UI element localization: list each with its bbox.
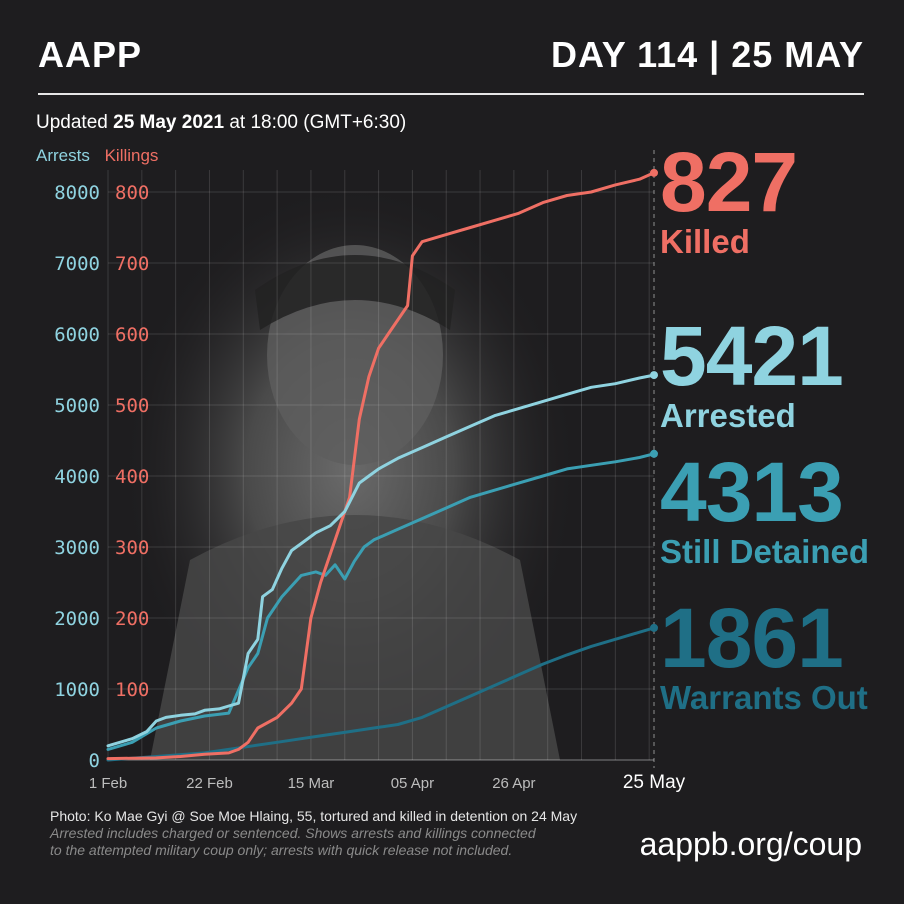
footnote-line-1: Arrested includes charged or sentenced. … [50, 825, 536, 841]
x-tick-label: 26 Apr [492, 775, 535, 792]
stat-warrants-out-label: Warrants Out [660, 679, 868, 716]
stat-killed-label: Killed [660, 223, 750, 260]
series-line-arrests [106, 373, 656, 748]
website-link[interactable]: aappb.org/coup [639, 826, 862, 862]
stat-killed: 827 Killed [660, 135, 798, 260]
y-axis-left: 0 1000 2000 3000 4000 5000 6000 7000 8000 [54, 182, 100, 772]
stat-arrested-label: Arrested [660, 397, 796, 434]
series-endpoint-killings [650, 168, 658, 177]
header-divider [38, 93, 864, 95]
legend-killings: Killings [104, 146, 159, 165]
day-counter: DAY 114 | 25 MAY [551, 34, 864, 75]
y-right-tick-label: 200 [115, 608, 149, 630]
chart-grid [107, 150, 655, 768]
series-endpoint-still-detained [650, 449, 658, 458]
series-endpoint-warrants-out [650, 623, 658, 632]
y-left-tick-label: 5000 [54, 395, 100, 417]
x-axis: 1 Feb 22 Feb 15 Mar 05 Apr 26 Apr 25 May [89, 772, 686, 793]
stat-still-detained-label: Still Detained [660, 533, 870, 570]
photo-credit: Photo: Ko Mae Gyi @ Soe Moe Hlaing, 55, … [50, 808, 578, 824]
footer-notes: Photo: Ko Mae Gyi @ Soe Moe Hlaing, 55, … [50, 808, 577, 859]
y-left-tick-label: 1000 [54, 679, 100, 701]
stat-warrants-out-number: 1861 [660, 591, 844, 685]
updated-timestamp: Updated 25 May 2021 at 18:00 (GMT+6:30) [36, 112, 407, 133]
y-right-tick-label: 400 [115, 466, 149, 488]
x-tick-label: 05 Apr [391, 775, 434, 792]
chart-legend: Arrests Killings [36, 146, 158, 166]
y-left-tick-label: 4000 [54, 466, 100, 488]
series-line-killings [106, 171, 656, 761]
chart-lines [106, 168, 658, 762]
aapp-logo: AAPP [38, 34, 143, 75]
series-endpoint-arrests [650, 371, 658, 380]
x-tick-label: 1 Feb [89, 775, 127, 792]
y-right-tick-label: 100 [115, 679, 149, 701]
y-left-tick-label: 0 [89, 750, 100, 772]
x-tick-label: 15 Mar [288, 775, 335, 792]
x-tick-label: 22 Feb [186, 775, 233, 792]
stat-still-detained-number: 4313 [660, 445, 844, 539]
stat-arrested: 5421 Arrested [660, 309, 844, 434]
stat-killed-number: 827 [660, 135, 798, 229]
stat-arrested-number: 5421 [660, 309, 844, 403]
y-axis-right: 100 200 300 400 500 600 700 800 [115, 182, 149, 701]
y-left-tick-label: 6000 [54, 324, 100, 346]
y-left-tick-label: 8000 [54, 182, 100, 204]
y-left-tick-label: 2000 [54, 608, 100, 630]
series-line-still-detained [106, 452, 656, 751]
y-right-tick-label: 600 [115, 324, 149, 346]
portrait-photo [120, 180, 580, 760]
y-right-tick-label: 500 [115, 395, 149, 417]
y-right-tick-label: 300 [115, 537, 149, 559]
y-left-tick-label: 3000 [54, 537, 100, 559]
legend-arrests: Arrests [36, 146, 90, 165]
footnote-line-2: to the attempted military coup only; arr… [50, 842, 513, 858]
y-right-tick-label: 800 [115, 182, 149, 204]
y-left-tick-label: 7000 [54, 253, 100, 275]
x-tick-label: 25 May [623, 772, 686, 793]
stat-still-detained: 4313 Still Detained [660, 450, 869, 570]
stat-warrants-out: 1861 Warrants Out [660, 596, 868, 716]
y-right-tick-label: 700 [115, 253, 149, 275]
